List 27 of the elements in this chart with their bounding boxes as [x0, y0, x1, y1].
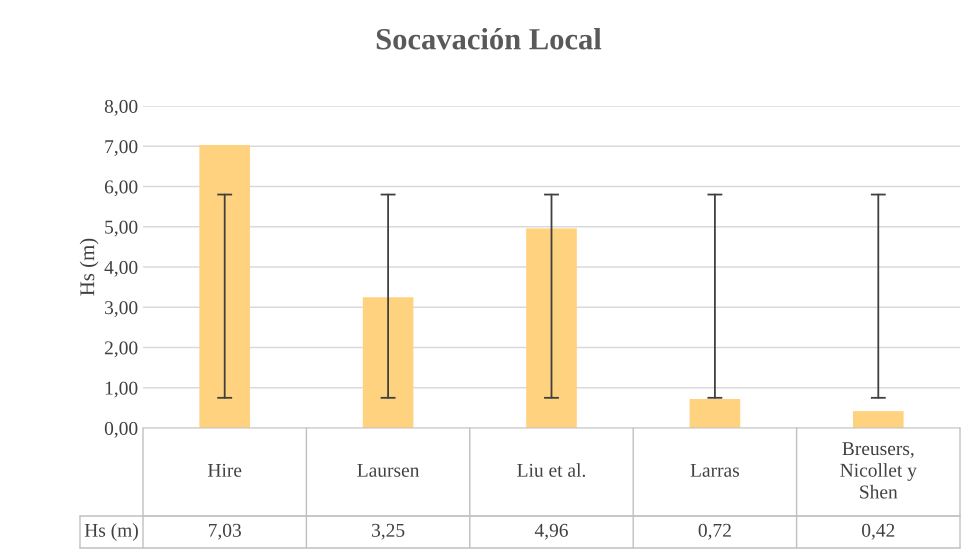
y-tick-label: 2,00: [104, 341, 138, 358]
data-label: 7,03: [208, 524, 241, 540]
bar: [362, 297, 414, 428]
data-label: 0,42: [862, 524, 894, 540]
y-tick-label: 4,00: [104, 260, 138, 277]
y-tick-label: 1,00: [106, 382, 138, 398]
bar: [526, 228, 577, 428]
bar: [199, 145, 250, 428]
bar: [690, 399, 740, 428]
data-label: 3,25: [372, 524, 404, 540]
y-tick-label: 8,00: [104, 100, 138, 116]
y-tick-label: 7,00: [105, 140, 138, 156]
x-tick-label: Hire: [208, 464, 242, 477]
chart-title: Socavación Local: [376, 28, 602, 50]
text: Hs (m): [84, 523, 138, 541]
y-tick-label: 5,00: [105, 220, 138, 236]
x-tick-label: Liu et al.: [517, 463, 586, 477]
bar: [852, 411, 904, 428]
data-label: 0,72: [698, 524, 731, 540]
y-tick-label: 3,00: [105, 301, 138, 317]
y-tick-label: 0,00: [104, 422, 138, 438]
x-tick-label: Laursen: [357, 464, 420, 477]
data-label: 4,96: [534, 524, 568, 540]
x-tick-label: Breusers, Nicollet y Shen: [840, 442, 917, 499]
x-tick-label: Larras: [690, 464, 740, 477]
y-axis-title: Hs (m): [80, 238, 99, 296]
y-tick-label: 6,00: [104, 180, 138, 196]
